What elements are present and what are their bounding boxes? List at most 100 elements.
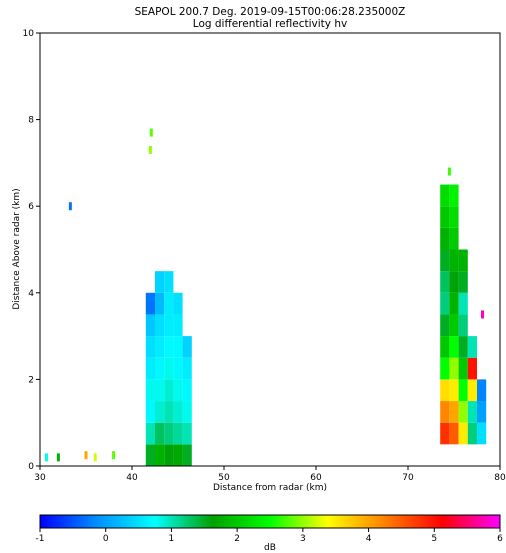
colorbar-label: dB bbox=[264, 543, 276, 553]
data-cell bbox=[145, 379, 155, 402]
data-cell bbox=[481, 310, 485, 319]
data-cell bbox=[173, 357, 183, 380]
data-cell bbox=[173, 314, 183, 337]
data-cell bbox=[477, 401, 487, 423]
data-cell bbox=[449, 357, 459, 380]
data-cell bbox=[44, 453, 48, 462]
data-cell bbox=[173, 444, 183, 466]
x-tick-label: 40 bbox=[126, 473, 138, 483]
colorbar-tick-label: 0 bbox=[103, 534, 109, 544]
x-tick-label: 50 bbox=[218, 473, 230, 483]
data-cell bbox=[164, 314, 174, 337]
data-cell bbox=[449, 401, 459, 423]
data-cell bbox=[155, 314, 165, 337]
data-cell bbox=[449, 249, 459, 272]
data-cell bbox=[155, 336, 165, 358]
data-cell bbox=[155, 271, 165, 293]
data-cell bbox=[458, 357, 468, 380]
y-tick-label: 4 bbox=[28, 289, 34, 299]
data-cell bbox=[84, 451, 88, 460]
data-cell bbox=[182, 444, 192, 466]
y-tick-label: 10 bbox=[23, 29, 35, 39]
y-tick-label: 8 bbox=[28, 116, 34, 126]
data-cell bbox=[182, 401, 192, 423]
data-cell bbox=[440, 227, 450, 250]
data-cell bbox=[440, 401, 450, 423]
colorbar-tick-label: 2 bbox=[234, 534, 240, 544]
data-cell bbox=[447, 167, 451, 176]
data-cell bbox=[173, 379, 183, 402]
data-cell bbox=[145, 292, 155, 315]
data-cell bbox=[449, 206, 459, 228]
data-cell bbox=[440, 249, 450, 272]
data-cell bbox=[467, 357, 477, 380]
data-cell bbox=[440, 271, 450, 293]
data-cell bbox=[467, 379, 477, 402]
data-cell bbox=[458, 249, 468, 272]
data-cell bbox=[449, 227, 459, 250]
x-axis-label: Distance from radar (km) bbox=[213, 483, 327, 493]
data-cell bbox=[145, 422, 155, 445]
x-tick-label: 80 bbox=[494, 473, 506, 483]
data-cell bbox=[164, 292, 174, 315]
data-cell bbox=[458, 271, 468, 293]
colorbar bbox=[39, 514, 501, 529]
data-cell bbox=[164, 336, 174, 358]
data-cell bbox=[467, 401, 477, 423]
data-cell bbox=[164, 444, 174, 466]
colorbar-tick-label: -1 bbox=[36, 534, 45, 544]
data-cell bbox=[164, 379, 174, 402]
data-cell bbox=[477, 422, 487, 445]
data-cell bbox=[93, 453, 97, 462]
data-cell bbox=[449, 379, 459, 402]
data-cell bbox=[145, 444, 155, 466]
data-cell bbox=[449, 422, 459, 445]
y-axis-label: Distance Above radar (km) bbox=[12, 188, 22, 309]
data-cell bbox=[155, 444, 165, 466]
data-cell bbox=[173, 292, 183, 315]
data-cell bbox=[440, 336, 450, 358]
data-cell bbox=[440, 357, 450, 380]
data-cell bbox=[173, 336, 183, 358]
data-cell bbox=[68, 202, 72, 211]
data-cell bbox=[155, 292, 165, 315]
data-cell bbox=[148, 145, 152, 154]
data-cell bbox=[173, 422, 183, 445]
data-cell bbox=[458, 422, 468, 445]
colorbar-tick-label: 5 bbox=[431, 534, 437, 544]
data-cell bbox=[458, 314, 468, 337]
data-cell bbox=[440, 184, 450, 207]
data-cell bbox=[182, 422, 192, 445]
data-cell bbox=[458, 292, 468, 315]
colorbar-tick-label: 4 bbox=[366, 534, 372, 544]
data-cell bbox=[182, 379, 192, 402]
data-cell bbox=[449, 336, 459, 358]
data-cell bbox=[56, 453, 60, 462]
data-cell bbox=[458, 336, 468, 358]
data-cell bbox=[155, 401, 165, 423]
data-cell bbox=[182, 357, 192, 380]
data-cell bbox=[173, 401, 183, 423]
data-cell bbox=[145, 401, 155, 423]
data-cell bbox=[449, 184, 459, 207]
data-cell bbox=[449, 292, 459, 315]
data-cell bbox=[440, 292, 450, 315]
x-tick-label: 30 bbox=[34, 473, 46, 483]
data-cell bbox=[449, 271, 459, 293]
data-cell bbox=[164, 422, 174, 445]
y-tick-label: 0 bbox=[28, 462, 34, 472]
data-cell bbox=[112, 451, 116, 460]
x-tick-label: 60 bbox=[310, 473, 322, 483]
x-tick-label: 70 bbox=[402, 473, 414, 483]
data-cell bbox=[145, 357, 155, 380]
data-cell bbox=[449, 314, 459, 337]
data-cell bbox=[155, 379, 165, 402]
data-cell bbox=[164, 271, 174, 293]
data-cell bbox=[477, 379, 487, 402]
data-cell bbox=[458, 401, 468, 423]
data-cell bbox=[467, 336, 477, 358]
data-cell bbox=[182, 336, 192, 358]
data-cell bbox=[458, 379, 468, 402]
data-cell bbox=[164, 357, 174, 380]
data-cell bbox=[440, 206, 450, 228]
